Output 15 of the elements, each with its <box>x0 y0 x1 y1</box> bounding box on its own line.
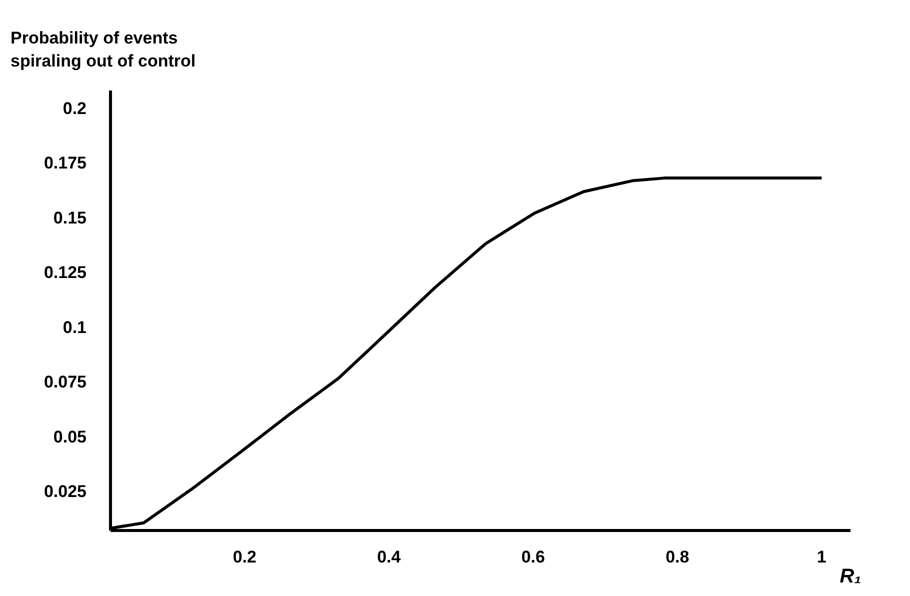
x-tick-label: 0.8 <box>666 548 690 566</box>
x-tick-label: 0.2 <box>232 548 256 566</box>
y-tick-label: 0.025 <box>44 482 87 502</box>
y-tick-label: 0.175 <box>44 154 87 173</box>
y-tick-label: 0.125 <box>44 263 87 282</box>
y-tick-label: 0.15 <box>53 208 87 228</box>
x-tick-label: 0.6 <box>521 548 545 566</box>
y-tick-label: 0.05 <box>53 427 87 446</box>
x-tick-label: 0.4 <box>377 548 402 566</box>
y-tick-label: 0.075 <box>44 372 87 392</box>
y-tick-label: 0.1 <box>62 318 87 337</box>
y-tick-label: 0.2 <box>62 99 87 118</box>
x-tick-label: 1 <box>816 548 826 566</box>
y-axis-title: Probability of events spiraling out of control <box>10 28 196 70</box>
x-axis-title: R₁ <box>840 566 862 588</box>
